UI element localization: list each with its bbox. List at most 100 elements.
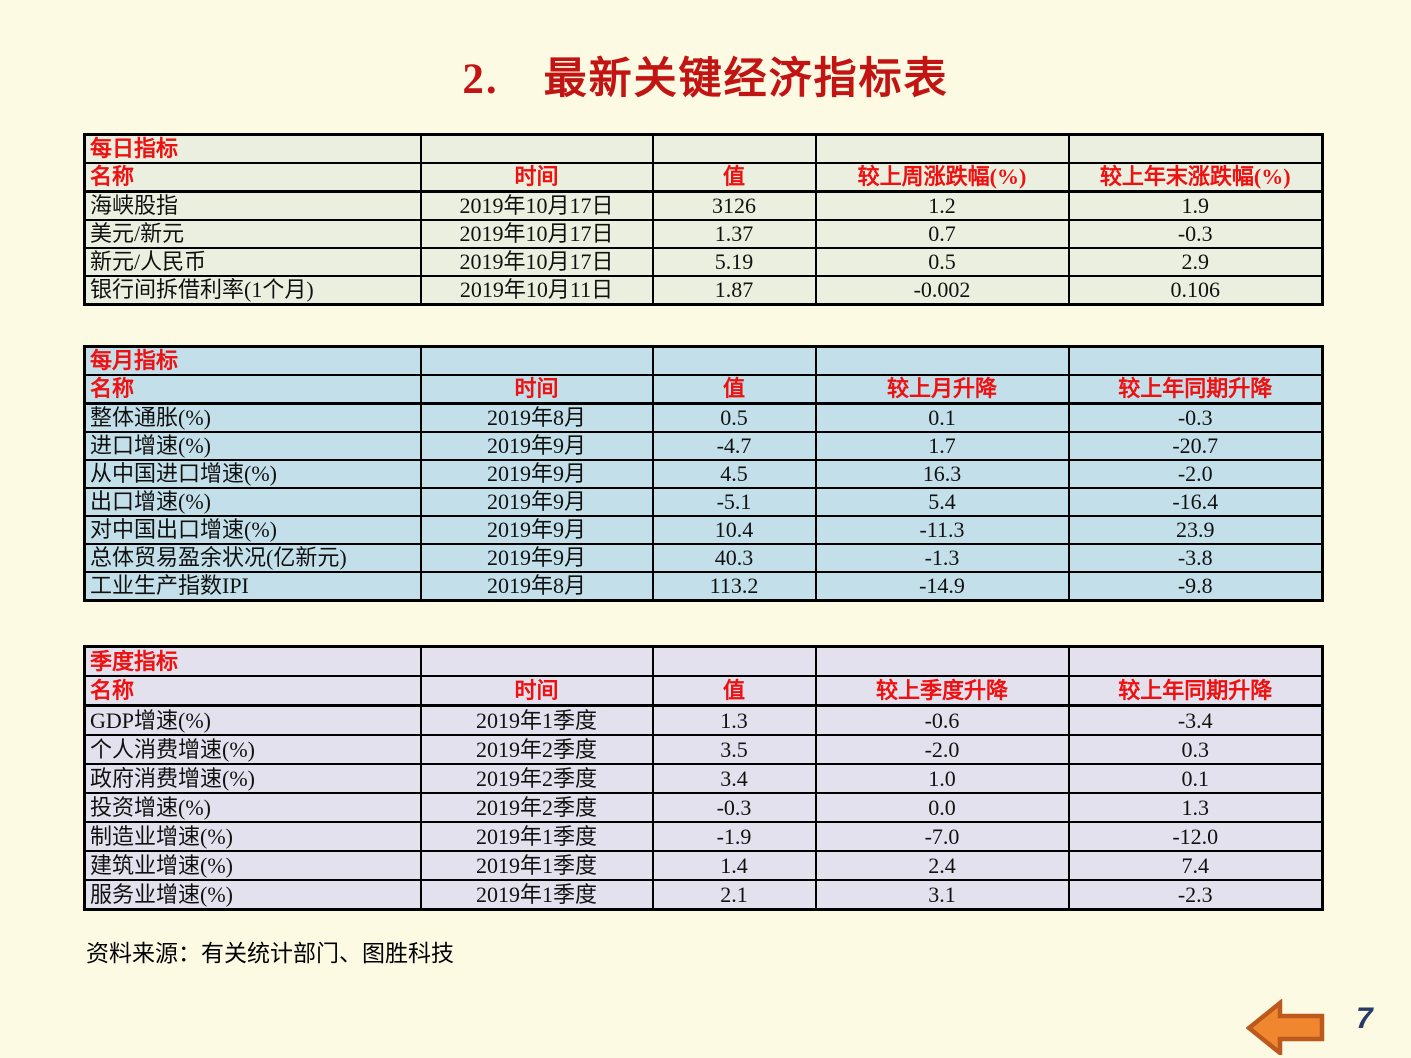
column-header: 名称 xyxy=(83,162,422,193)
row-label: 美元/新元 xyxy=(83,219,422,249)
cell-value: 3.4 xyxy=(651,763,817,794)
cell-value: 2019年9月 xyxy=(419,515,654,545)
table-row: 建筑业增速(%) 2019年1季度 1.4 2.4 7.4 xyxy=(83,850,1324,881)
table-row: 制造业增速(%) 2019年1季度 -1.9 -7.0 -12.0 xyxy=(83,821,1324,852)
table-row: 新元/人民币 2019年10月17日 5.19 0.5 2.9 xyxy=(83,247,1324,277)
cell-value: 1.3 xyxy=(651,704,817,736)
row-label: 银行间拆借利率(1个月) xyxy=(83,275,422,306)
column-header: 时间 xyxy=(419,675,654,707)
cell-value: 2.4 xyxy=(814,850,1070,881)
cell-value: 2019年9月 xyxy=(419,459,654,489)
cell-value: -16.4 xyxy=(1067,487,1324,517)
cell-value: 7.4 xyxy=(1067,850,1324,881)
cell-value: 10.4 xyxy=(651,515,817,545)
cell-value: 16.3 xyxy=(814,459,1070,489)
table-row: 整体通胀(%) 2019年8月 0.5 0.1 -0.3 xyxy=(83,402,1324,433)
empty-cell xyxy=(651,133,817,164)
cell-value: 1.3 xyxy=(1067,792,1324,823)
column-header: 较上月升降 xyxy=(814,374,1070,405)
table-row: 出口增速(%) 2019年9月 -5.1 5.4 -16.4 xyxy=(83,487,1324,517)
table-group-title: 每月指标 xyxy=(83,345,422,376)
cell-value: 2019年9月 xyxy=(419,487,654,517)
cell-value: 2019年8月 xyxy=(419,402,654,433)
column-header: 时间 xyxy=(419,162,654,193)
empty-cell xyxy=(814,345,1070,376)
cell-value: 3126 xyxy=(651,190,817,221)
table-row: 工业生产指数IPI 2019年8月 113.2 -14.9 -9.8 xyxy=(83,571,1324,602)
table-header-row: 名称 时间值较上月升降 较上年同期升降 xyxy=(83,374,1324,405)
empty-cell xyxy=(419,133,654,164)
column-header: 值 xyxy=(651,374,817,405)
table-row: GDP增速(%) 2019年1季度 1.3 -0.6 -3.4 xyxy=(83,704,1324,736)
cell-value: 2019年2季度 xyxy=(419,734,654,765)
page-title: 2. 最新关键经济指标表 xyxy=(462,56,949,103)
empty-cell xyxy=(814,133,1070,164)
cell-value: 23.9 xyxy=(1067,515,1324,545)
column-header: 较上季度升降 xyxy=(814,675,1070,707)
left-arrow-icon xyxy=(1246,999,1325,1055)
table-row: 服务业增速(%) 2019年1季度 2.1 3.1 -2.3 xyxy=(83,879,1324,911)
empty-cell xyxy=(651,345,817,376)
empty-cell xyxy=(1067,645,1324,677)
cell-value: 1.7 xyxy=(814,431,1070,461)
daily-indicators-table: 每日指标 名称 时间值较上周涨跌幅(%) 较上年末涨跌幅(%) 海峡股指 2019年10月… xyxy=(83,133,1324,306)
cell-value: -2.0 xyxy=(814,734,1070,765)
source-note: 资料来源：有关统计部门、图胜科技 xyxy=(86,941,454,966)
row-label: 制造业增速(%) xyxy=(83,821,422,852)
column-header: 较上年同期升降 xyxy=(1067,374,1324,405)
cell-value: 5.4 xyxy=(814,487,1070,517)
row-label: 总体贸易盈余状况(亿新元) xyxy=(83,543,422,573)
column-header: 较上年同期升降 xyxy=(1067,675,1324,707)
table-row: 从中国进口增速(%) 2019年9月 4.5 16.3 -2.0 xyxy=(83,459,1324,489)
cell-value: 113.2 xyxy=(651,571,817,602)
row-label: GDP增速(%) xyxy=(83,704,422,736)
cell-value: 2019年10月17日 xyxy=(419,219,654,249)
table-row: 总体贸易盈余状况(亿新元) 2019年9月 40.3 -1.3 -3.8 xyxy=(83,543,1324,573)
table-row: 进口增速(%) 2019年9月 -4.7 1.7 -20.7 xyxy=(83,431,1324,461)
cell-value: 1.87 xyxy=(651,275,817,306)
row-label: 服务业增速(%) xyxy=(83,879,422,911)
cell-value: 2019年1季度 xyxy=(419,821,654,852)
row-label: 出口增速(%) xyxy=(83,487,422,517)
cell-value: 40.3 xyxy=(651,543,817,573)
row-label: 从中国进口增速(%) xyxy=(83,459,422,489)
cell-value: 2.1 xyxy=(651,879,817,911)
cell-value: 2019年9月 xyxy=(419,543,654,573)
cell-value: -0.6 xyxy=(814,704,1070,736)
row-label: 进口增速(%) xyxy=(83,431,422,461)
cell-value: 2019年10月11日 xyxy=(419,275,654,306)
empty-cell xyxy=(419,645,654,677)
cell-value: 3.1 xyxy=(814,879,1070,911)
cell-value: 2019年2季度 xyxy=(419,792,654,823)
row-label: 个人消费增速(%) xyxy=(83,734,422,765)
cell-value: -11.3 xyxy=(814,515,1070,545)
cell-value: -14.9 xyxy=(814,571,1070,602)
cell-value: -0.3 xyxy=(1067,219,1324,249)
cell-value: 2019年9月 xyxy=(419,431,654,461)
table-row: 海峡股指 2019年10月17日 3126 1.2 1.9 xyxy=(83,190,1324,221)
column-header: 较上周涨跌幅(%) xyxy=(814,162,1070,193)
cell-value: -1.9 xyxy=(651,821,817,852)
cell-value: 5.19 xyxy=(651,247,817,277)
table-row: 银行间拆借利率(1个月) 2019年10月11日 1.87 -0.002 0.106 xyxy=(83,275,1324,306)
row-label: 政府消费增速(%) xyxy=(83,763,422,794)
cell-value: 1.4 xyxy=(651,850,817,881)
row-label: 建筑业增速(%) xyxy=(83,850,422,881)
empty-cell xyxy=(1067,133,1324,164)
monthly-indicators-table: 每月指标 名称 时间值较上月升降 较上年同期升降 整体通胀(%) 2019年8月 0.5 0.… xyxy=(83,345,1324,602)
cell-value: -2.0 xyxy=(1067,459,1324,489)
cell-value: 3.5 xyxy=(651,734,817,765)
table-group-row: 每日指标 xyxy=(83,133,1324,164)
column-header: 值 xyxy=(651,162,817,193)
page-number: 7 xyxy=(1356,1002,1373,1035)
back-arrow-button[interactable] xyxy=(1246,999,1326,1055)
row-label: 整体通胀(%) xyxy=(83,402,422,433)
cell-value: 1.9 xyxy=(1067,190,1324,221)
cell-value: 0.1 xyxy=(814,402,1070,433)
cell-value: 2019年1季度 xyxy=(419,879,654,911)
cell-value: 2.9 xyxy=(1067,247,1324,277)
cell-value: -0.3 xyxy=(651,792,817,823)
cell-value: -4.7 xyxy=(651,431,817,461)
row-label: 新元/人民币 xyxy=(83,247,422,277)
cell-value: -3.4 xyxy=(1067,704,1324,736)
